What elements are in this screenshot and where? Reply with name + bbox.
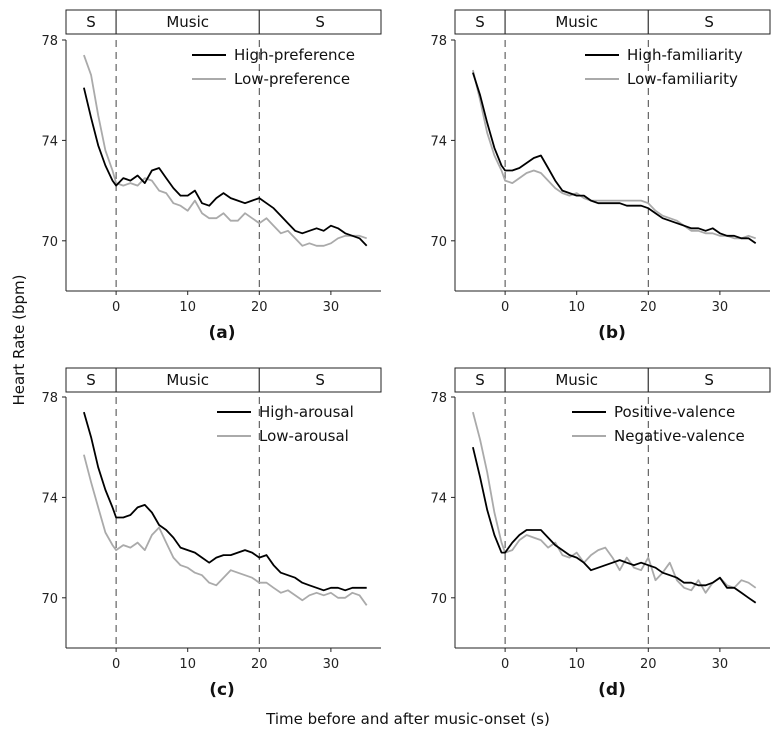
legend-label: Low-preference <box>234 70 350 88</box>
x-tick-label: 20 <box>640 300 657 315</box>
panel-2: S Music S 70 74 78 0 10 20 30 High-familiarity Low-… <box>430 9 771 343</box>
x-tick-label: 20 <box>251 657 268 672</box>
panel-label: (b) <box>598 323 626 343</box>
legend-label: Low-arousal <box>259 427 349 445</box>
legend-label: Low-familiarity <box>627 70 738 88</box>
phase-label: S <box>704 13 714 31</box>
y-axis-title: Heart Rate (bpm) <box>10 274 28 405</box>
series-line-positive-valence <box>472 446 757 604</box>
y-tick-label: 70 <box>430 592 447 607</box>
legend-label: Negative-valence <box>614 427 745 445</box>
series-line-low-arousal <box>83 454 368 606</box>
y-tick-label: 74 <box>41 134 58 149</box>
phase-label: Music <box>166 13 209 31</box>
legend-label: High-arousal <box>259 403 354 421</box>
legend-label: High-familiarity <box>627 46 743 64</box>
x-tick-label: 20 <box>251 300 268 315</box>
phase-box <box>258 9 382 35</box>
series-line-low-preference <box>83 54 367 247</box>
series-line-high-preference <box>83 87 368 247</box>
x-tick-label: 20 <box>640 657 657 672</box>
legend-label: High-preference <box>234 46 355 64</box>
panel-1: S Music S 70 74 78 0 10 20 30 High-preference Low-p… <box>41 9 382 343</box>
x-tick-label: 0 <box>501 300 509 315</box>
panel-4: S Music S 70 74 78 0 10 20 30 Positive-valence Nega… <box>430 367 771 700</box>
x-tick-label: 30 <box>323 300 340 315</box>
phase-box <box>647 367 771 393</box>
x-tick-label: 10 <box>179 300 196 315</box>
series-line-high-arousal <box>83 411 367 592</box>
series-line-low-familiarity <box>472 69 756 240</box>
y-tick-label: 78 <box>430 391 447 406</box>
phase-box <box>647 9 771 35</box>
series-line-negative-valence <box>472 411 757 594</box>
y-tick-label: 70 <box>430 235 447 250</box>
phase-label: S <box>315 13 325 31</box>
y-tick-label: 78 <box>41 34 58 49</box>
x-tick-label: 30 <box>323 657 340 672</box>
x-tick-label: 0 <box>112 657 120 672</box>
panel-label: (d) <box>598 680 626 700</box>
phase-label: Music <box>555 371 598 389</box>
phase-label: S <box>475 13 485 31</box>
x-tick-label: 10 <box>179 657 196 672</box>
panel-3: S Music S 70 74 78 0 10 20 30 High-arousal Low-arou… <box>41 367 382 700</box>
panel-label: (c) <box>209 680 235 700</box>
phase-label: S <box>315 371 325 389</box>
x-tick-label: 30 <box>712 657 729 672</box>
y-tick-label: 70 <box>41 592 58 607</box>
phase-label: S <box>86 371 96 389</box>
legend-label: Positive-valence <box>614 403 735 421</box>
x-tick-label: 0 <box>501 657 509 672</box>
x-tick-label: 10 <box>568 657 585 672</box>
y-tick-label: 70 <box>41 235 58 250</box>
phase-label: S <box>704 371 714 389</box>
y-tick-label: 74 <box>41 491 58 506</box>
x-axis-title: Time before and after music-onset (s) <box>265 710 550 728</box>
panel-label: (a) <box>208 323 235 343</box>
phase-box <box>65 9 117 35</box>
y-tick-label: 74 <box>430 491 447 506</box>
x-tick-label: 30 <box>712 300 729 315</box>
x-tick-label: 0 <box>112 300 120 315</box>
y-tick-label: 78 <box>41 391 58 406</box>
y-tick-label: 78 <box>430 34 447 49</box>
phase-label: S <box>86 13 96 31</box>
phase-box <box>115 367 260 393</box>
series-line-high-familiarity <box>472 72 757 245</box>
phase-label: Music <box>555 13 598 31</box>
phase-box <box>258 367 382 393</box>
phase-label: S <box>475 371 485 389</box>
x-tick-label: 10 <box>568 300 585 315</box>
phase-box <box>65 367 117 393</box>
phase-box <box>115 9 260 35</box>
y-tick-label: 74 <box>430 134 447 149</box>
phase-box <box>504 367 649 393</box>
phase-label: Music <box>166 371 209 389</box>
